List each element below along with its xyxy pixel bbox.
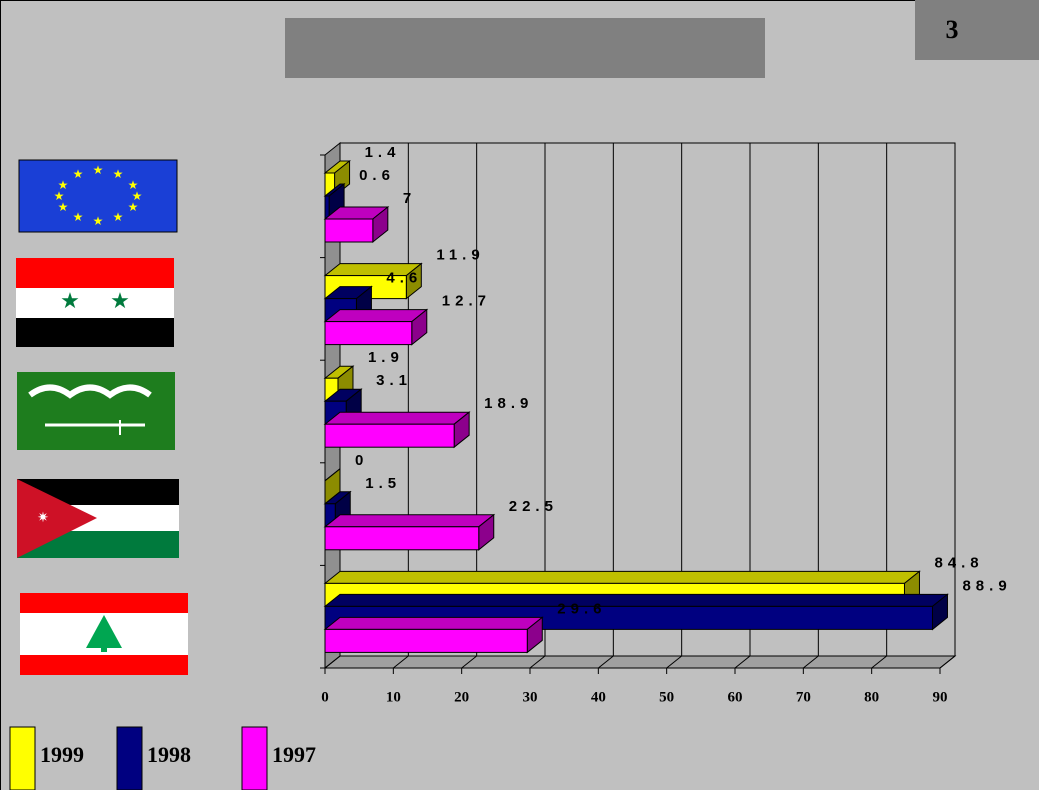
- data-label: 0: [355, 452, 368, 469]
- bar-front: [324, 218, 374, 243]
- svg-text:★: ★: [73, 167, 84, 181]
- data-label: 3.1: [376, 372, 412, 389]
- page-number: 3: [946, 15, 959, 44]
- svg-text:★: ★: [60, 288, 80, 313]
- flag-syria: ★ ★: [16, 258, 174, 347]
- data-label: 0.6: [359, 167, 395, 184]
- bar-top: [323, 616, 544, 630]
- bar-top: [323, 411, 471, 425]
- legend-label: 1998: [147, 742, 191, 767]
- data-label: 29.6: [557, 600, 606, 617]
- x-tick-label: 50: [659, 689, 674, 705]
- svg-text:★: ★: [132, 189, 143, 203]
- svg-text:★: ★: [58, 178, 69, 192]
- grid-line: [734, 655, 751, 669]
- bar-front: [324, 628, 528, 653]
- grid-line: [324, 655, 341, 669]
- x-tick-label: 80: [864, 689, 879, 705]
- bar: [323, 513, 496, 551]
- floor: [323, 655, 957, 669]
- grid-line: [803, 655, 819, 669]
- flag-saudi: [17, 372, 175, 450]
- data-label: 11.9: [436, 247, 484, 264]
- bar-front: [324, 526, 480, 551]
- grid-line: [529, 655, 546, 669]
- svg-text:★: ★: [113, 210, 124, 224]
- bar: [323, 616, 544, 654]
- flag-eu: ★ ★★★★★★★★★★★: [18, 159, 178, 233]
- x-tick-label: 70: [796, 689, 811, 705]
- bar: [323, 593, 949, 631]
- data-label: 22.5: [509, 498, 558, 515]
- x-tick-label: 0: [321, 689, 329, 705]
- data-label: 4.6: [386, 270, 422, 287]
- svg-text:★: ★: [54, 189, 65, 203]
- data-label: 7: [403, 190, 416, 207]
- grid-line: [939, 655, 956, 669]
- legend-label: 1997: [272, 742, 316, 767]
- grid-line: [393, 655, 409, 669]
- legend-label: 1999: [40, 742, 84, 767]
- title-bar: [285, 18, 765, 78]
- x-tick-label: 40: [591, 689, 606, 705]
- bar-top: [323, 309, 429, 323]
- bar: [323, 411, 471, 449]
- legend-swatch: [116, 726, 143, 790]
- bar-front: [324, 423, 455, 448]
- bar: [323, 308, 429, 346]
- grid-line: [871, 655, 887, 669]
- x-tick-label: 30: [523, 689, 538, 705]
- x-tick-label: 10: [386, 689, 401, 705]
- svg-text:★: ★: [73, 210, 84, 224]
- bar-top: [323, 593, 949, 607]
- svg-text:✷: ✷: [37, 511, 49, 526]
- grid-line: [666, 655, 682, 669]
- data-label: 1.9: [368, 349, 404, 366]
- data-label: 88.9: [962, 577, 1011, 594]
- bar-top: [323, 570, 921, 584]
- svg-text:★: ★: [93, 163, 104, 177]
- data-label: 12.7: [442, 293, 491, 310]
- x-tick-label: 20: [454, 689, 469, 705]
- svg-text:★: ★: [93, 214, 104, 228]
- data-label: 18.9: [484, 395, 533, 412]
- svg-text:★: ★: [110, 288, 130, 313]
- bar-top: [323, 514, 496, 528]
- data-label: 1.4: [365, 144, 401, 161]
- grid-line: [461, 655, 477, 669]
- legend-swatch: [241, 726, 268, 790]
- bar: [323, 205, 390, 244]
- data-label: 1.5: [365, 475, 401, 492]
- page-number-box: [915, 0, 1039, 60]
- x-tick-label: 90: [933, 689, 948, 705]
- svg-text:★: ★: [113, 167, 124, 181]
- bar: [323, 182, 346, 221]
- svg-text:★: ★: [128, 200, 139, 214]
- data-label: 84.8: [934, 554, 983, 571]
- svg-text:★: ★: [128, 178, 139, 192]
- bar-front: [324, 321, 413, 346]
- bar-front: [324, 195, 330, 220]
- flag-lebanon: [20, 593, 188, 675]
- legend-swatch: [9, 726, 36, 790]
- svg-text:★: ★: [58, 200, 69, 214]
- flag-jordan: ✷: [17, 479, 179, 558]
- grid-line: [598, 655, 614, 669]
- x-tick-label: 60: [728, 689, 743, 705]
